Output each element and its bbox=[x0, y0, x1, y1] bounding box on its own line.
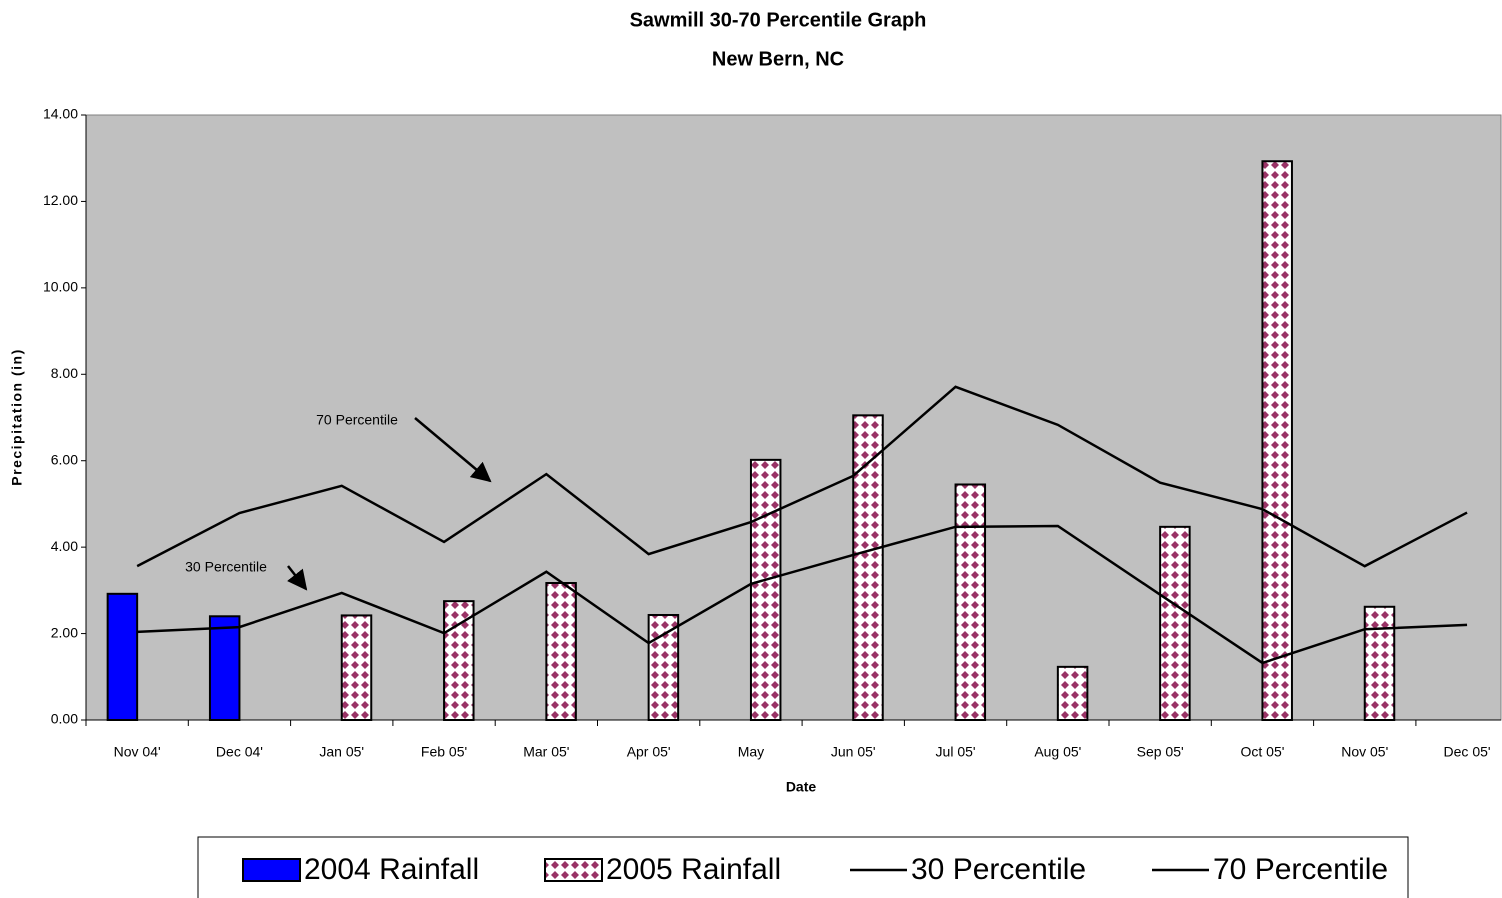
y-tick-label: 10.00 bbox=[43, 279, 78, 295]
line bbox=[136, 385, 1468, 568]
y-tick-label: 0.00 bbox=[51, 711, 78, 727]
x-tick-label: Apr 05' bbox=[627, 744, 671, 760]
x-tick-label: Feb 05' bbox=[421, 744, 467, 760]
legend-label: 2005 Rainfall bbox=[606, 853, 781, 886]
y-axis-label: Precipitation (in) bbox=[9, 348, 25, 485]
chart-title: Sawmill 30-70 Percentile Graph bbox=[630, 9, 927, 31]
bar bbox=[208, 615, 241, 721]
bar bbox=[1159, 525, 1191, 722]
x-tick-label: Jul 05' bbox=[936, 744, 976, 760]
x-tick-label: Aug 05' bbox=[1034, 744, 1081, 760]
bar bbox=[1261, 160, 1293, 722]
annotation-arrow bbox=[414, 417, 492, 483]
bar bbox=[340, 614, 373, 722]
bar bbox=[1056, 665, 1089, 722]
x-tick-label: Mar 05' bbox=[523, 744, 569, 760]
bar bbox=[545, 582, 577, 722]
legend-box bbox=[197, 836, 1409, 898]
x-tick-label: Nov 04' bbox=[114, 744, 161, 760]
x-tick-label: Jan 05' bbox=[319, 744, 364, 760]
x-axis-label: Date bbox=[786, 779, 817, 795]
bar bbox=[106, 592, 139, 721]
bar bbox=[647, 613, 680, 721]
x-tick-label: Nov 05' bbox=[1341, 744, 1388, 760]
bar bbox=[1363, 605, 1396, 721]
legend-label: 2004 Rainfall bbox=[304, 853, 479, 886]
x-tick-label: Jun 05' bbox=[831, 744, 876, 760]
x-tick-label: Sep 05' bbox=[1137, 744, 1184, 760]
y-tick-label: 8.00 bbox=[51, 365, 78, 381]
y-tick-label: 2.00 bbox=[51, 624, 78, 640]
x-tick-label: Dec 04' bbox=[216, 744, 263, 760]
bar bbox=[852, 414, 884, 721]
annotation-arrow bbox=[287, 565, 308, 591]
legend-swatch bbox=[242, 858, 301, 882]
legend-swatch bbox=[544, 858, 603, 882]
chart-subtitle: New Bern, NC bbox=[712, 48, 844, 70]
line bbox=[137, 524, 1468, 665]
bar bbox=[749, 458, 782, 721]
y-tick-label: 12.00 bbox=[43, 192, 78, 208]
legend-label: 70 Percentile bbox=[1213, 853, 1388, 886]
x-tick-label: Dec 05' bbox=[1444, 744, 1491, 760]
y-tick-label: 4.00 bbox=[51, 538, 78, 554]
y-tick-label: 6.00 bbox=[51, 451, 78, 467]
bar bbox=[954, 483, 987, 721]
legend-label: 30 Percentile bbox=[911, 853, 1086, 886]
x-tick-label: Oct 05' bbox=[1240, 744, 1284, 760]
y-tick-label: 14.00 bbox=[43, 106, 78, 122]
x-tick-label: May bbox=[738, 744, 764, 760]
annotation: 30 Percentile bbox=[185, 559, 267, 575]
annotation: 70 Percentile bbox=[316, 412, 398, 428]
